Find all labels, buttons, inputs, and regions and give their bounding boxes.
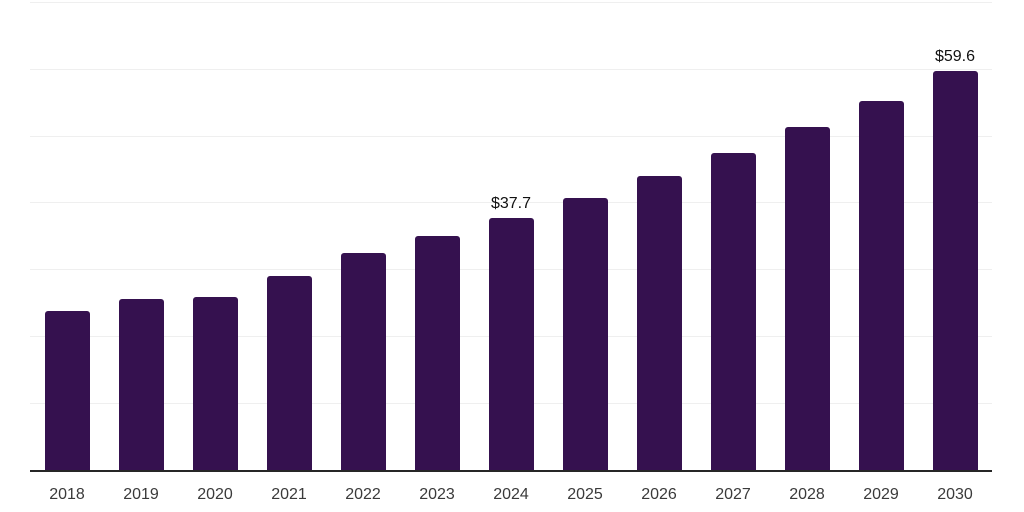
x-tick-label-2023: 2023 xyxy=(419,486,455,503)
bar-2028 xyxy=(784,127,830,470)
gridline xyxy=(30,202,992,204)
x-tick-label-2024: 2024 xyxy=(493,486,529,503)
bar-2024 xyxy=(488,217,534,470)
bar-2018 xyxy=(44,311,90,470)
x-tick-label-2028: 2028 xyxy=(789,486,825,503)
bar-2029 xyxy=(858,100,904,470)
x-tick-label-2021: 2021 xyxy=(271,486,307,503)
bar-2019 xyxy=(118,299,164,470)
bar-2030 xyxy=(932,71,978,470)
bar-2022 xyxy=(340,253,386,470)
bar-2023 xyxy=(414,235,460,470)
x-tick-label-2025: 2025 xyxy=(567,486,603,503)
bar-2025 xyxy=(562,197,608,470)
x-tick-label-2026: 2026 xyxy=(641,486,677,503)
gridline xyxy=(30,68,992,70)
x-tick-label-2020: 2020 xyxy=(197,486,233,503)
gridline xyxy=(30,135,992,137)
x-axis-line xyxy=(30,470,992,472)
gridline xyxy=(30,1,992,3)
bar-2026 xyxy=(636,176,682,470)
bar-2027 xyxy=(710,152,756,470)
x-tick-label-2019: 2019 xyxy=(123,486,159,503)
x-tick-label-2027: 2027 xyxy=(715,486,751,503)
bar-2021 xyxy=(266,275,312,470)
x-tick-label-2030: 2030 xyxy=(937,486,973,503)
x-tick-label-2029: 2029 xyxy=(863,486,899,503)
bar-value-label-2024: $37.7 xyxy=(490,194,532,212)
x-tick-label-2022: 2022 xyxy=(345,486,381,503)
bar-2020 xyxy=(192,296,238,470)
bar-value-label-2030: $59.6 xyxy=(934,48,976,66)
x-tick-label-2018: 2018 xyxy=(49,486,85,503)
